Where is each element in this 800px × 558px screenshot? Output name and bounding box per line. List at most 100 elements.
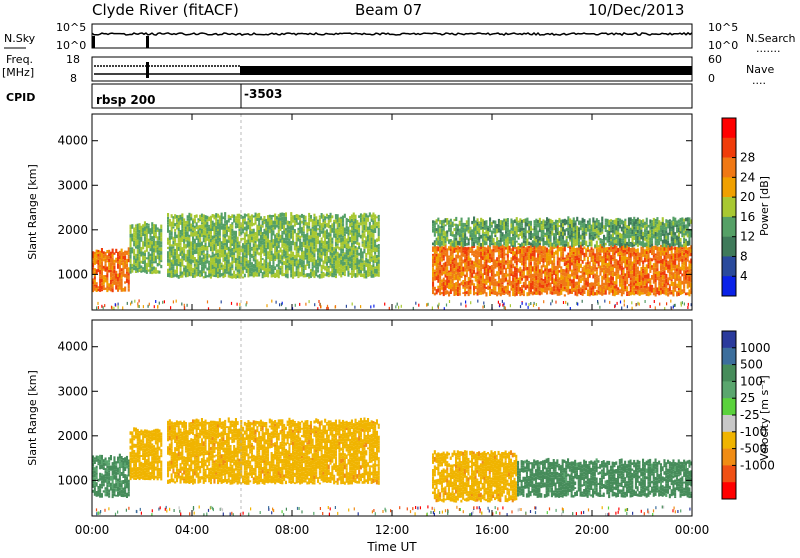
data-cell [138, 269, 141, 272]
data-cell [234, 263, 237, 267]
data-cell [367, 245, 370, 249]
data-cell [179, 271, 182, 276]
data-cell [283, 228, 286, 231]
data-cell [588, 252, 591, 257]
data-cell [592, 222, 595, 228]
data-cell [583, 257, 586, 261]
data-cell [217, 257, 220, 260]
data-cell [642, 285, 645, 289]
data-cell [610, 280, 613, 285]
data-cell [256, 250, 259, 255]
data-cell [608, 291, 611, 295]
frequency-panel: Freq. [MHz] 18 8 60 0 Nave .... [2, 53, 774, 87]
data-cell [333, 247, 336, 252]
data-cell [259, 231, 262, 235]
data-cell [649, 226, 652, 230]
data-cell [243, 244, 246, 250]
data-cell [336, 218, 339, 223]
data-cell [284, 265, 287, 270]
data-cell [104, 264, 107, 268]
data-cell [674, 284, 677, 290]
data-cell [272, 253, 275, 258]
data-cell [277, 229, 280, 234]
data-cell [153, 240, 156, 246]
data-cell [601, 240, 604, 244]
data-cell [647, 258, 650, 263]
data-cell [471, 220, 474, 225]
data-cell [460, 248, 463, 254]
data-cell [478, 270, 481, 274]
data-cell [261, 240, 264, 243]
data-cell [331, 237, 334, 241]
data-cell [688, 291, 691, 297]
data-cell [435, 253, 438, 257]
data-cell [281, 243, 284, 248]
data-cell [464, 274, 467, 277]
data-cell [238, 225, 241, 229]
data-cell [670, 266, 673, 269]
data-cell [190, 266, 193, 272]
data-cell [508, 238, 511, 242]
data-cell [432, 223, 435, 227]
data-cell [508, 241, 511, 244]
data-cell [286, 220, 289, 225]
data-cell [204, 227, 207, 231]
data-cell [659, 227, 662, 233]
data-cell [224, 220, 227, 224]
data-cell [333, 270, 336, 276]
data-cell [531, 233, 534, 239]
data-cell [565, 282, 568, 287]
data-cell [471, 260, 474, 265]
data-cell [222, 223, 225, 226]
data-cell [601, 228, 604, 232]
data-cell [109, 264, 112, 270]
data-cell [645, 287, 648, 290]
data-cell [556, 256, 559, 261]
data-cell [295, 258, 298, 261]
data-cell [435, 237, 438, 241]
freq-tick-top: 18 [66, 53, 80, 66]
data-cell [474, 258, 477, 263]
data-cell [124, 250, 127, 254]
data-cell [665, 252, 668, 256]
data-cell [129, 247, 132, 250]
data-cell [640, 288, 643, 292]
nsky-spike-start [92, 36, 95, 48]
data-cell [217, 249, 220, 253]
data-cell [349, 229, 352, 233]
data-cell [130, 302, 132, 306]
data-cell [620, 288, 623, 292]
data-cell [569, 218, 572, 224]
data-cell [229, 227, 232, 230]
data-cell [549, 250, 552, 254]
data-cell [647, 286, 650, 292]
data-cell [483, 255, 486, 259]
data-cell [647, 281, 650, 284]
data-cell [505, 221, 508, 227]
data-cell [154, 260, 157, 264]
data-cell [546, 225, 549, 228]
data-cell [263, 234, 266, 239]
data-cell [638, 230, 641, 235]
data-cell [592, 231, 595, 237]
data-cell [231, 214, 234, 218]
data-cell [688, 247, 691, 250]
data-cell [247, 218, 250, 221]
data-cell [626, 257, 629, 260]
data-cell [510, 237, 513, 242]
data-cell [615, 259, 618, 263]
data-cell [659, 250, 662, 256]
data-cell [242, 257, 245, 263]
data-cell [464, 246, 467, 251]
data-cell [642, 264, 645, 269]
data-cell [497, 251, 500, 255]
data-cell [188, 256, 191, 259]
data-cell [652, 292, 655, 296]
data-cell [217, 274, 220, 279]
data-cell [243, 266, 246, 270]
data-cell [274, 238, 277, 241]
data-cell [375, 221, 378, 226]
data-cell [258, 269, 261, 273]
data-cell [265, 273, 268, 277]
data-cell [350, 270, 353, 273]
